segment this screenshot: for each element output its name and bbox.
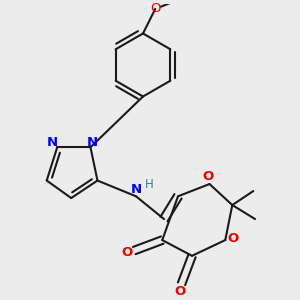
Text: O: O xyxy=(174,285,185,298)
Text: O: O xyxy=(150,2,160,16)
Text: H: H xyxy=(145,178,154,190)
Text: N: N xyxy=(131,184,142,196)
Text: N: N xyxy=(46,136,58,148)
Text: N: N xyxy=(87,136,98,148)
Text: O: O xyxy=(121,246,132,259)
Text: O: O xyxy=(202,170,213,183)
Text: O: O xyxy=(227,232,239,245)
